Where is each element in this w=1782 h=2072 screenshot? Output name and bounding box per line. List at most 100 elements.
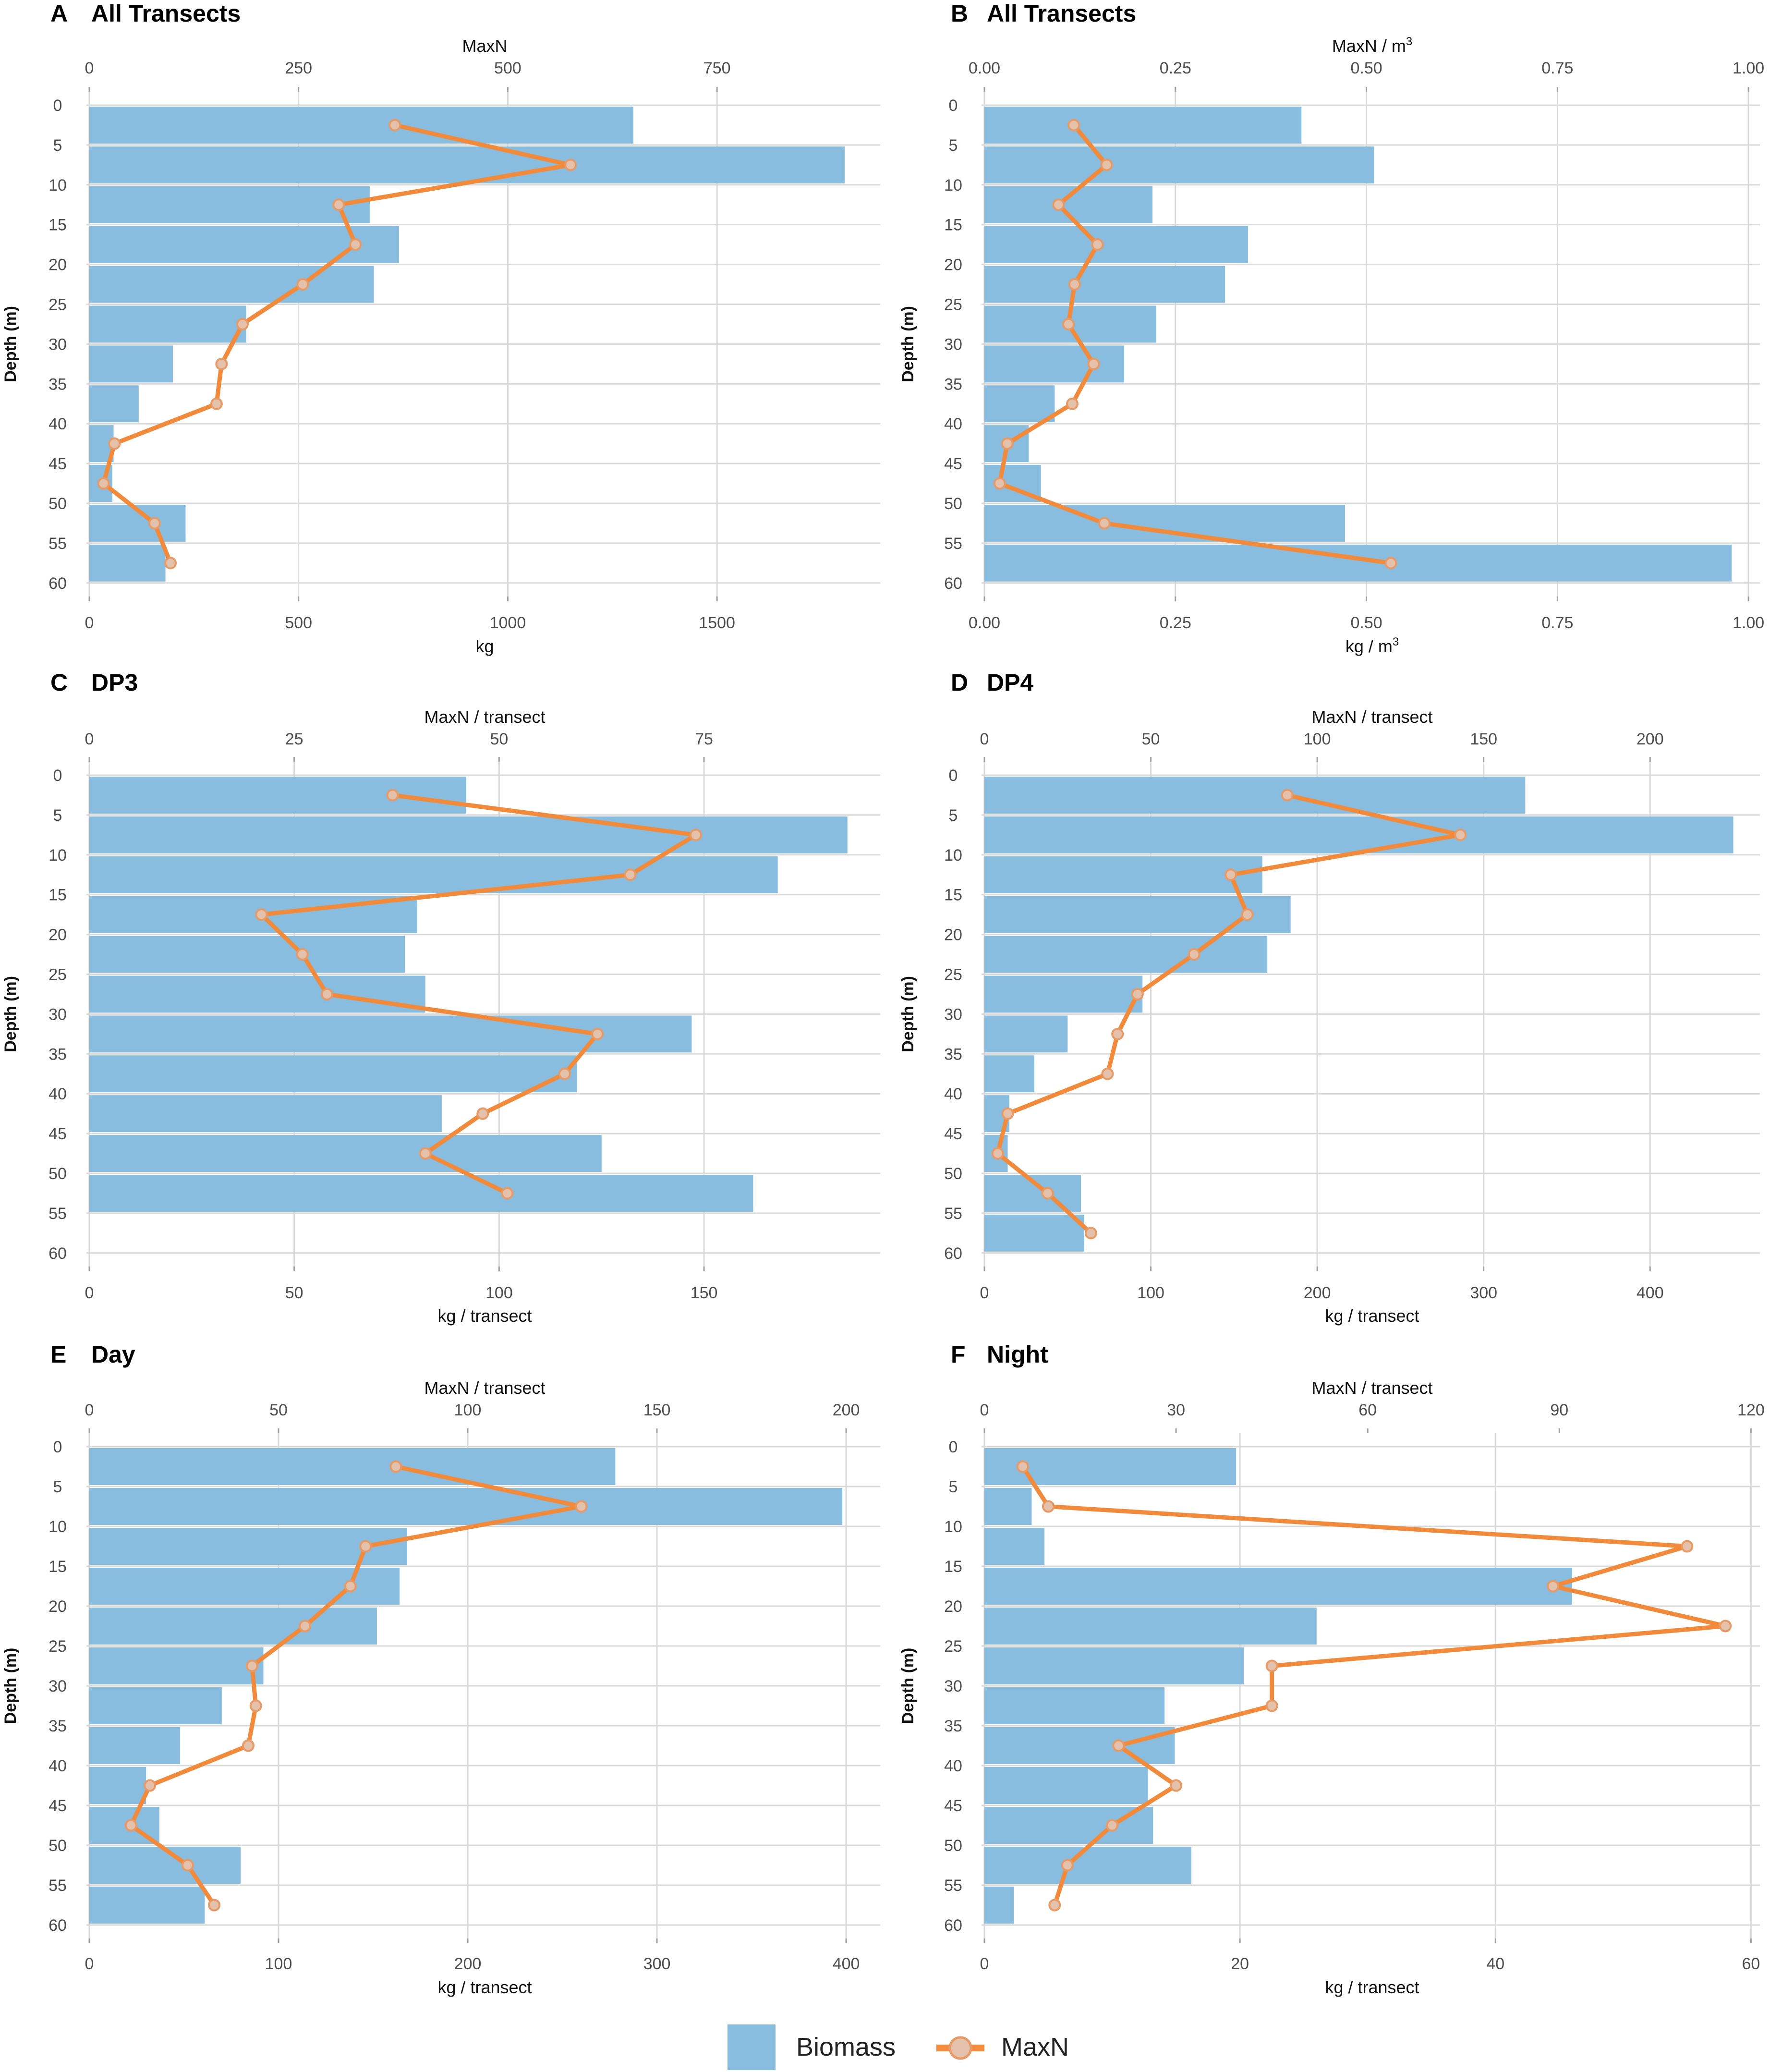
- maxn-point: [332, 198, 345, 211]
- biomass-bar: [984, 1488, 1032, 1525]
- depth-tick-label: 50: [944, 1837, 962, 1855]
- biomass-bar: [984, 1687, 1165, 1724]
- biomass-bar: [89, 856, 778, 893]
- biomass-bar: [984, 505, 1346, 542]
- biomass-bar: [89, 305, 246, 343]
- bottom-tick-label: 0: [85, 1284, 94, 1302]
- bottom-tick-label: 0.50: [1350, 614, 1382, 632]
- panel-letter: D: [951, 669, 968, 696]
- biomass-bar: [89, 1608, 377, 1645]
- biomass-bar: [89, 186, 370, 223]
- bottom-tick-label: 100: [1137, 1284, 1164, 1302]
- bottom-tick-label: 0: [980, 1284, 989, 1302]
- depth-tick-label: 45: [944, 1797, 962, 1815]
- biomass-bar: [89, 1448, 616, 1485]
- biomass-bar: [89, 1528, 407, 1565]
- biomass-bar: [89, 936, 405, 973]
- bottom-tick-label: 100: [485, 1284, 513, 1302]
- biomass-bar: [984, 1887, 1014, 1924]
- maxn-point: [1048, 1899, 1061, 1912]
- panel-e: 0 5 10 15 20 25 30 35 40 45 50 55 60 0 100 200 300 400 0 50…: [1, 1341, 880, 1997]
- top-tick-label: 0.75: [1541, 59, 1573, 77]
- top-tick-label: 50: [1142, 730, 1160, 748]
- bottom-tick-label: 400: [1637, 1284, 1664, 1302]
- bottom-tick-label: 60: [1742, 1955, 1760, 1973]
- maxn-point: [1091, 238, 1104, 251]
- legend-biomass-key: [727, 2024, 776, 2070]
- biomass-bar: [984, 1647, 1244, 1684]
- top-axis-title-text: MaxN / transect: [1311, 1378, 1432, 1398]
- biomass-bar: [984, 1807, 1153, 1844]
- bottom-tick-label: 0.25: [1160, 614, 1191, 632]
- biomass-bar: [89, 385, 139, 423]
- biomass-bar: [89, 107, 633, 144]
- y-axis-title: Depth (m): [899, 976, 917, 1052]
- bottom-tick-label: 200: [454, 1955, 482, 1973]
- biomass-bar: [984, 345, 1125, 383]
- maxn-point: [991, 1147, 1004, 1160]
- top-tick-label: 200: [1637, 730, 1664, 748]
- legend-maxn-label: MaxN: [1001, 2033, 1069, 2061]
- depth-tick-label: 50: [944, 495, 962, 513]
- depth-tick-label: 5: [949, 1478, 958, 1496]
- depth-tick-label: 25: [944, 296, 962, 314]
- biomass-bar: [89, 1847, 241, 1884]
- biomass-bar: [984, 1055, 1034, 1093]
- maxn-point: [1265, 1659, 1278, 1672]
- bottom-axis-title-text: kg / transect: [1325, 1306, 1419, 1326]
- maxn-point: [1241, 908, 1254, 921]
- biomass-bar: [89, 1055, 577, 1093]
- depth-tick-label: 25: [48, 1637, 67, 1656]
- maxn-point: [299, 1620, 312, 1633]
- legend-biomass-label: Biomass: [796, 2033, 896, 2061]
- bottom-axis-title: kg: [475, 636, 494, 656]
- biomass-bar: [89, 1135, 602, 1172]
- panel-d: 0 5 10 15 20 25 30 35 40 45 50 55 60 0 100 200 300 400 0 50…: [899, 669, 1760, 1326]
- bottom-axis-title-text: kg / transect: [437, 1306, 532, 1326]
- biomass-bar: [984, 385, 1055, 423]
- maxn-point: [124, 1819, 137, 1832]
- panel-f: 0 5 10 15 20 25 30 35 40 45 50 55 60 0 20 40 60 0 30 60 90 12…: [899, 1341, 1765, 1997]
- depth-tick-label: 50: [48, 495, 67, 513]
- biomass-bar: [984, 1528, 1045, 1565]
- maxn-point: [1224, 868, 1237, 881]
- depth-tick-label: 35: [944, 1045, 962, 1063]
- panel-letter: F: [951, 1341, 966, 1368]
- y-axis-title: Depth (m): [1, 306, 20, 382]
- maxn-point: [1281, 789, 1294, 802]
- biomass-bar: [984, 1015, 1068, 1053]
- maxn-point: [591, 1027, 604, 1040]
- panel-title: Night: [987, 1341, 1048, 1368]
- depth-tick-label: 10: [48, 846, 67, 865]
- biomass-bar: [984, 1214, 1084, 1252]
- depth-tick-label: 60: [48, 574, 67, 593]
- bottom-tick-label: 1000: [490, 614, 526, 632]
- depth-tick-label: 25: [944, 1637, 962, 1656]
- depth-tick-label: 30: [944, 335, 962, 353]
- top-tick-label: 0.25: [1160, 59, 1191, 77]
- top-axis-title-text: MaxN / transect: [1311, 707, 1432, 727]
- depth-tick-label: 30: [48, 1677, 67, 1695]
- maxn-point: [388, 119, 401, 132]
- legend: Biomass MaxN: [727, 2024, 1069, 2070]
- panel-title: All Transects: [91, 0, 241, 27]
- bottom-tick-label: 300: [1470, 1284, 1497, 1302]
- top-tick-label: 150: [1470, 730, 1497, 748]
- maxn-point: [1188, 948, 1200, 961]
- depth-tick-label: 55: [48, 1877, 67, 1895]
- top-tick-label: 25: [285, 730, 303, 748]
- depth-tick-label: 25: [48, 296, 67, 314]
- maxn-point: [993, 477, 1006, 490]
- top-tick-label: 120: [1737, 1401, 1765, 1419]
- biomass-bar: [89, 226, 399, 263]
- maxn-point: [320, 987, 333, 1000]
- maxn-point: [296, 948, 309, 961]
- biomass-bar: [984, 266, 1225, 303]
- depth-tick-label: 15: [48, 1558, 67, 1576]
- top-tick-label: 500: [494, 59, 521, 77]
- biomass-bar: [984, 936, 1268, 973]
- maxn-point: [108, 437, 121, 450]
- depth-tick-label: 15: [944, 886, 962, 904]
- biomass-bar: [984, 1568, 1572, 1605]
- depth-tick-label: 45: [48, 1125, 67, 1143]
